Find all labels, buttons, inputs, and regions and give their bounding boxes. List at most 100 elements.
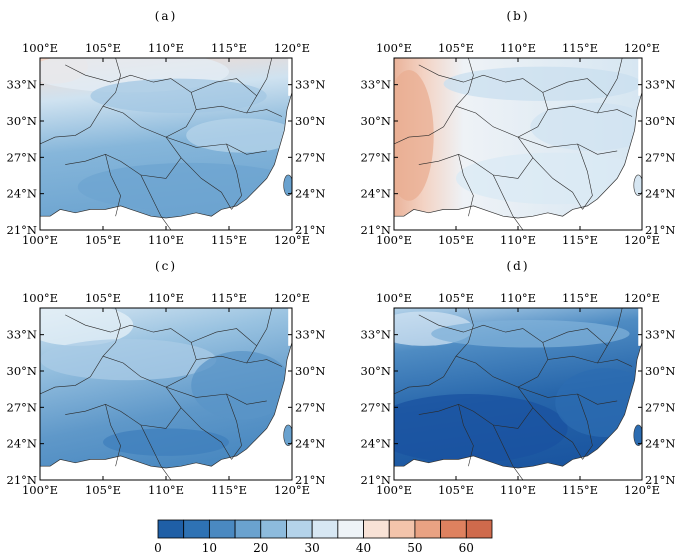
province-border [542, 328, 608, 347]
y-tick-label-right: 27°N [295, 400, 325, 414]
y-tick-label-left: 21°N [7, 223, 37, 237]
colorbar-bin [260, 519, 287, 539]
y-tick-label-left: 24°N [361, 187, 391, 201]
province-border [105, 404, 121, 467]
province-border [105, 154, 121, 217]
x-tick-label-top: 110°E [500, 41, 536, 55]
y-tick-label-right: 33°N [645, 328, 675, 342]
province-border [65, 314, 172, 333]
y-tick-label-left: 24°N [361, 437, 391, 451]
contour-region [90, 78, 267, 114]
taiwan-island [633, 174, 642, 196]
province-border [40, 58, 121, 145]
x-tick-label-bottom: 115°E [562, 233, 598, 247]
province-border [597, 58, 623, 114]
province-border [191, 328, 257, 347]
sea-area [40, 342, 292, 480]
province-border [180, 407, 232, 460]
x-tick-label-top: 120°E [274, 291, 310, 305]
map-panel-b: (b) 100°E 100°E 105°E 105°E 110°E 110°E 115°E 11… [361, 9, 676, 247]
y-tick-label-left: 27°N [361, 150, 391, 164]
y-tick-label-right: 27°N [295, 150, 325, 164]
colorbar-bin [208, 519, 236, 539]
province-border [542, 78, 608, 97]
contour-region [40, 338, 217, 381]
contour-region [530, 102, 642, 151]
coastline [394, 342, 642, 469]
colorbar: 0 10 20 30 40 50 60 [154, 519, 493, 555]
y-tick-label-left: 30°N [361, 364, 391, 378]
x-tick-label-bottom: 110°E [148, 233, 184, 247]
province-border [577, 393, 593, 460]
x-tick-label-top: 100°E [22, 291, 58, 305]
y-tick-label-left: 30°N [361, 114, 391, 128]
x-tick-label-top: 115°E [562, 291, 598, 305]
x-tick-label-top: 110°E [500, 291, 536, 305]
y-tick-label-right: 21°N [295, 223, 325, 237]
province-border [394, 308, 474, 395]
taiwan-island [283, 424, 292, 446]
province-border [458, 404, 474, 467]
colorbar-label: 60 [459, 541, 474, 555]
y-tick-label-right: 33°N [295, 328, 325, 342]
sea-area [40, 92, 292, 230]
province-border [180, 157, 232, 210]
x-tick-label-bottom: 105°E [85, 483, 121, 497]
taiwan-island [633, 424, 642, 446]
contour-region [191, 351, 292, 420]
province-border [246, 308, 273, 364]
x-tick-label-bottom: 115°E [562, 483, 598, 497]
x-tick-label-bottom: 105°E [438, 483, 474, 497]
map-panel-a: (a) 100°E 100°E 105°E 105°E 110°E 110°E 115°E 11… [7, 9, 326, 247]
x-tick-label-bottom: 120°E [624, 233, 660, 247]
y-tick-label-left: 33°N [7, 328, 37, 342]
sea-area [394, 342, 642, 480]
province-border [418, 314, 524, 333]
y-tick-label-right: 24°N [645, 437, 675, 451]
y-tick-label-left: 24°N [7, 187, 37, 201]
y-tick-label-right: 21°N [645, 473, 675, 487]
taiwan-island [283, 174, 292, 196]
contour-region [186, 118, 292, 153]
province-border [226, 393, 242, 460]
colorbar-bin [465, 519, 493, 539]
x-tick-label-bottom: 100°E [376, 233, 412, 247]
colorbar-label: 10 [202, 541, 217, 555]
x-tick-label-bottom: 120°E [274, 483, 310, 497]
contour-region [555, 368, 642, 437]
y-tick-label-right: 30°N [295, 364, 325, 378]
x-tick-label-bottom: 120°E [624, 483, 660, 497]
contour-region [103, 428, 229, 456]
province-border [226, 143, 242, 210]
x-tick-label-top: 100°E [376, 291, 412, 305]
contour-region [456, 152, 642, 205]
y-tick-label-right: 33°N [645, 78, 675, 92]
panel-label: (b) [506, 9, 529, 23]
x-tick-label-bottom: 105°E [438, 233, 474, 247]
panel-label: (d) [506, 259, 529, 273]
province-border [418, 64, 524, 83]
colorbar-label: 30 [305, 541, 320, 555]
x-tick-label-top: 115°E [562, 41, 598, 55]
y-tick-label-right: 27°N [645, 400, 675, 414]
colorbar-label: 20 [253, 541, 268, 555]
coastline [40, 92, 292, 219]
colorbar-label: 50 [407, 541, 422, 555]
colorbar-bin [157, 519, 185, 539]
province-border [418, 355, 534, 429]
x-tick-label-top: 105°E [438, 291, 474, 305]
y-tick-label-left: 33°N [7, 78, 37, 92]
province-border [597, 308, 623, 364]
y-tick-label-left: 30°N [7, 364, 37, 378]
colorbar-bin [286, 519, 313, 539]
panel-label: (a) [155, 9, 178, 23]
y-tick-label-left: 21°N [361, 223, 391, 237]
x-tick-label-top: 110°E [148, 291, 184, 305]
province-border [492, 174, 524, 230]
province-border [577, 143, 593, 210]
province-border [65, 64, 172, 83]
x-tick-label-bottom: 105°E [85, 233, 121, 247]
province-border [532, 157, 583, 210]
y-tick-label-right: 24°N [295, 187, 325, 201]
x-tick-label-bottom: 100°E [376, 483, 412, 497]
